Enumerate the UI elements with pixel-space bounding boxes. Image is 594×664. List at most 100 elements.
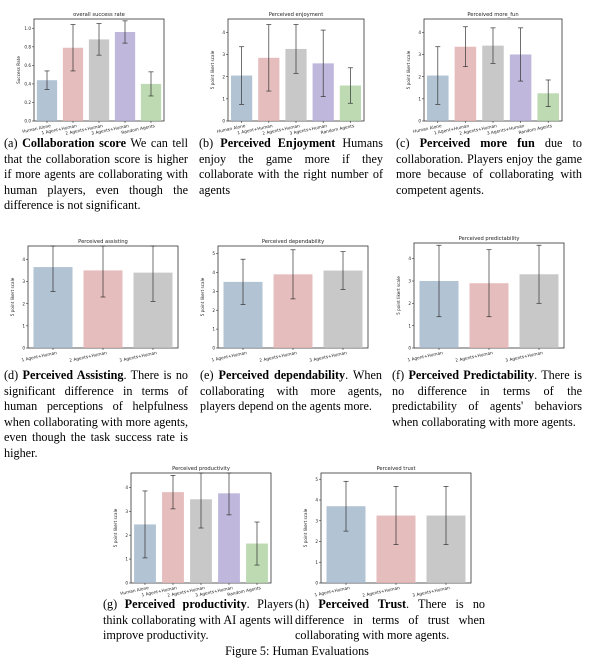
chart-title: Perceived trust	[376, 466, 415, 472]
caption-d: (d) Perceived Assisting. There is no sig…	[4, 368, 188, 461]
caption-g: (g) Perceived productivity. Players thin…	[103, 597, 293, 644]
caption-label: (b)	[199, 136, 214, 150]
y-tick-label: 1	[408, 323, 411, 328]
caption-f: (f) Perceived Predictability. There is n…	[392, 368, 582, 430]
y-tick-label: 1	[222, 96, 225, 101]
caption-e: (e) Perceived dependability. When collab…	[200, 368, 382, 415]
y-tick-label: 4	[125, 485, 128, 490]
y-tick-label: 2	[212, 308, 215, 313]
y-tick-label: 3	[212, 289, 215, 294]
y-tick-label: 2	[125, 533, 128, 538]
y-tick-label: 0.6	[24, 63, 31, 68]
chart-svg: Perceived enjoyment 5 point likert scale 0…	[210, 12, 365, 137]
caption-label: (h)	[295, 597, 310, 611]
y-tick-label: 3	[125, 509, 128, 514]
y-tick-label: 3	[222, 52, 225, 57]
y-tick-label: 1	[315, 560, 318, 565]
bar	[62, 47, 84, 121]
caption-label: (f)	[392, 368, 405, 382]
y-tick-label: 4	[22, 257, 25, 262]
y-tick-label: 5	[315, 477, 318, 482]
bar	[537, 93, 559, 121]
y-axis-label: Success Rate	[16, 56, 21, 84]
y-tick-label: 1	[22, 323, 25, 328]
y-tick-label: 0	[315, 581, 318, 586]
y-axis-label: 5 point likert scale	[406, 50, 411, 89]
y-tick-label: 0	[418, 119, 421, 124]
chart-title: Perceived more_fun	[467, 12, 518, 18]
y-axis-label: 5 point likert scale	[396, 276, 401, 315]
y-tick-label: 4	[408, 256, 411, 261]
chart-title: Perceived predictability	[459, 236, 520, 242]
y-tick-label: 0	[222, 119, 225, 124]
caption-text: . There is no difference in terms of tru…	[295, 597, 486, 642]
caption-title: Perceived Predictability	[408, 368, 535, 382]
y-tick-label: 4	[212, 270, 215, 275]
caption-label: (d)	[4, 368, 19, 382]
caption-title: Perceived productivity	[124, 597, 247, 611]
bar	[162, 492, 184, 583]
y-tick-label: 0	[212, 346, 215, 351]
y-tick-label: 2	[315, 539, 318, 544]
bar	[218, 493, 240, 583]
caption-h: (h) Perceived Trust. There is no differe…	[295, 597, 485, 644]
bar	[454, 46, 477, 121]
y-tick-label: 3	[22, 279, 25, 284]
bar	[285, 48, 307, 121]
caption-title: Perceived Trust	[318, 597, 407, 611]
x-tick-label: Human Alone	[216, 123, 246, 135]
y-tick-label: 0	[22, 346, 25, 351]
caption-text: . When collaborating with more agents, p…	[200, 368, 382, 413]
chart-title: Perceived enjoyment	[269, 12, 324, 18]
bar	[140, 83, 162, 121]
chart-svg: overall success rate Success Rate 0.0 0.2 0.…	[16, 12, 165, 137]
y-tick-label: 0.8	[24, 44, 31, 49]
caption-text: Humans enjoy the game more if they colla…	[199, 136, 384, 197]
y-tick-label: 1	[212, 327, 215, 332]
chart-title: overall success rate	[73, 12, 125, 18]
y-tick-label: 2	[408, 301, 411, 306]
y-axis-label: 5 point likert scale	[303, 508, 308, 547]
caption-label: (c)	[396, 136, 410, 150]
caption-text: We can tell that the collaboration score…	[4, 136, 188, 212]
y-tick-label: 4	[315, 498, 318, 503]
caption-title: Perceived Assisting	[22, 368, 124, 382]
y-tick-label: 4	[222, 30, 225, 35]
y-tick-label: 0.4	[24, 82, 31, 87]
x-tick-label: Human Alone	[22, 123, 52, 135]
x-tick-label: Human Alone	[120, 585, 150, 597]
y-tick-label: 0	[408, 346, 411, 351]
y-axis-label: 5 point likert scale	[10, 277, 15, 316]
y-tick-label: 0	[125, 581, 128, 586]
bar	[509, 54, 532, 122]
y-tick-label: 5	[212, 251, 215, 256]
y-tick-label: 3	[408, 279, 411, 284]
figure-caption: Figure 5: Human Evaluations	[225, 644, 369, 658]
y-tick-label: 4	[418, 30, 421, 35]
y-tick-label: 0.2	[24, 100, 31, 105]
y-tick-label: 3	[418, 52, 421, 57]
caption-title: Perceived more fun	[419, 136, 535, 150]
caption-label: (e)	[200, 368, 214, 382]
caption-c: (c) Perceived more fun due to collaborat…	[396, 136, 582, 198]
y-axis-label: 5 point likert scale	[210, 50, 215, 89]
caption-title: Perceived Enjoyment	[220, 136, 336, 150]
y-axis-label: 5 point likert scale	[200, 277, 205, 316]
bar	[114, 31, 136, 121]
bar	[88, 39, 110, 121]
y-tick-label: 0.0	[24, 119, 31, 124]
y-tick-label: 3	[315, 518, 318, 523]
caption-text: . There is no significant difference in …	[4, 368, 189, 460]
y-tick-label: 1.0	[24, 26, 31, 31]
y-tick-label: 2	[418, 74, 421, 79]
x-tick-label: Human Alone	[413, 123, 443, 135]
caption-text: . There is no difference in terms of the…	[392, 368, 583, 429]
caption-title: Perceived dependability	[218, 368, 346, 382]
chart-svg: Perceived more_fun 5 point likert scale 0 1…	[406, 12, 563, 137]
y-tick-label: 2	[22, 301, 25, 306]
bar	[482, 45, 504, 121]
bar	[36, 80, 58, 121]
caption-label: (a)	[4, 136, 18, 150]
